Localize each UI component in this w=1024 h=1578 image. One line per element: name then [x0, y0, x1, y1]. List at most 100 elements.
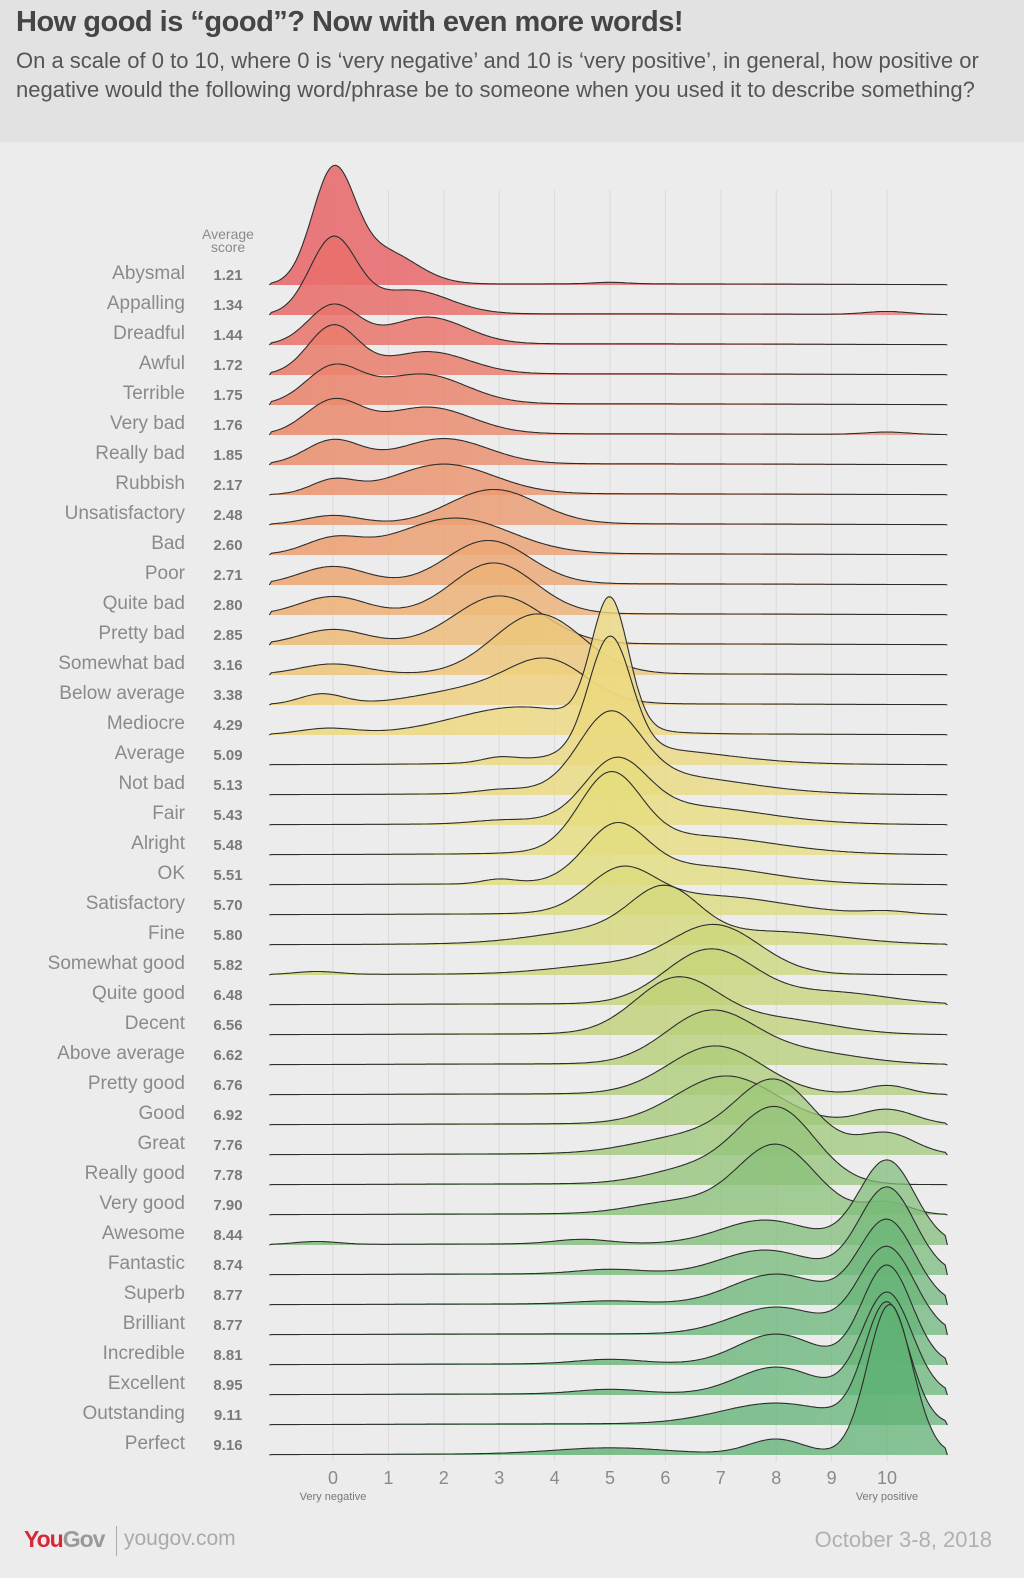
row-average-score: 1.21 [213, 267, 242, 284]
site-link[interactable]: yougov.com [124, 1527, 236, 1550]
row-word-label: Very bad [110, 413, 185, 434]
row-average-score: 8.77 [213, 1287, 242, 1304]
row-average-score: 7.78 [213, 1167, 242, 1184]
ridge-fill [269, 464, 948, 495]
ridge-abysmal [268, 164, 948, 286]
ridge-line [269, 1143, 948, 1216]
row-average-score: 8.74 [213, 1257, 243, 1274]
ridge-decent [269, 976, 948, 1036]
ridge-very-good [269, 1143, 948, 1216]
x-tick-label: 8 [771, 1468, 781, 1488]
row-average-score: 7.76 [213, 1137, 242, 1154]
chart-title: How good is “good”? Now with even more w… [16, 6, 684, 38]
logo-gov: Gov [62, 1526, 106, 1552]
ridge-satisfactory [269, 865, 948, 916]
ridge-really-bad [268, 438, 948, 466]
x-tick-label: 0 [328, 1468, 338, 1488]
ridge-perfect [269, 1303, 948, 1456]
ridge-fill [269, 324, 948, 375]
ridge-awful [268, 324, 948, 376]
ridge-terrible [268, 363, 948, 406]
score-header-line1: Average [202, 226, 254, 242]
ridge-line [268, 397, 948, 436]
x-tick-label: 6 [660, 1468, 670, 1488]
ridge-line [269, 710, 948, 796]
header: How good is “good”? Now with even more w… [0, 0, 1024, 142]
row-average-score: 2.17 [213, 477, 242, 494]
ridge-line [269, 865, 948, 916]
ridge-fill [269, 304, 948, 345]
row-word-label: Satisfactory [86, 893, 186, 914]
ridge-line [268, 303, 948, 346]
ridge-fill [269, 1009, 948, 1065]
ridge-brilliant [269, 1245, 948, 1336]
row-average-score: 9.11 [214, 1407, 242, 1424]
row-word-label: Quite good [92, 983, 185, 1004]
ridge-rubbish [269, 463, 948, 496]
ridge-ok [269, 821, 948, 886]
ridge-fill [269, 710, 948, 795]
ridge-line [269, 756, 948, 826]
ridge-fill [269, 438, 948, 465]
ridge-line [269, 1186, 948, 1276]
row-word-label: Outstanding [83, 1403, 185, 1424]
row-average-score: 6.56 [213, 1017, 242, 1034]
ridge-average [269, 635, 948, 766]
ridge-fill [269, 1045, 948, 1095]
row-word-label: Really good [85, 1163, 185, 1184]
ridge-very-bad [268, 397, 948, 436]
row-average-score: 3.16 [213, 657, 242, 674]
ridge-dreadful [268, 303, 948, 346]
ridge-fill [269, 1304, 948, 1455]
ridge-line [269, 1075, 948, 1126]
row-word-label: OK [158, 863, 186, 884]
ridge-line [269, 948, 948, 1006]
x-tick-label: 1 [383, 1468, 393, 1488]
x-axis-high-label: Very positive [856, 1491, 918, 1503]
x-tick-label: 5 [605, 1468, 615, 1488]
row-word-label: Incredible [103, 1343, 185, 1364]
ridge-fill [269, 771, 948, 855]
footer-divider [116, 1526, 117, 1556]
ridge-fill [269, 1292, 948, 1395]
x-tick-label: 3 [494, 1468, 504, 1488]
ridge-line [269, 1045, 948, 1096]
row-average-score: 2.80 [213, 597, 242, 614]
ridge-excellent [269, 1291, 948, 1396]
ridge-poor [268, 539, 948, 586]
row-average-score: 5.09 [213, 747, 242, 764]
chart-subtitle: On a scale of 0 to 10, where 0 is ‘very … [16, 48, 979, 102]
ridge-not-bad [269, 710, 948, 796]
row-word-label: Poor [145, 563, 186, 584]
logo-you: You [24, 1526, 64, 1552]
ridge-line [268, 164, 948, 286]
ridge-line [269, 923, 948, 976]
ridge-line [268, 235, 948, 316]
row-word-label: Pretty good [88, 1073, 185, 1094]
row-average-score: 1.75 [213, 387, 242, 404]
row-word-label: Very good [99, 1193, 185, 1214]
ridge-fill [269, 636, 948, 765]
x-tick-label: 4 [550, 1468, 560, 1488]
row-word-label: Great [137, 1133, 185, 1154]
ridge-superb [269, 1218, 948, 1306]
x-tick-label: 9 [827, 1468, 837, 1488]
row-average-score: 2.71 [213, 567, 242, 584]
row-word-label: Excellent [108, 1373, 186, 1394]
ridge-line [269, 488, 948, 526]
row-average-score: 1.76 [213, 417, 242, 434]
ridge-line [269, 635, 948, 766]
ridge-fill [269, 489, 948, 525]
ridge-fill [269, 1186, 948, 1275]
row-word-label: Quite bad [103, 593, 185, 614]
ridge-line [268, 517, 948, 556]
ridge-awesome [269, 1159, 948, 1246]
row-average-score: 8.77 [213, 1317, 242, 1334]
row-average-score: 5.43 [213, 807, 242, 824]
row-average-score: 5.48 [213, 837, 242, 854]
row-word-label: Decent [125, 1013, 186, 1034]
ridge-line [269, 1301, 948, 1426]
ridge-fill [269, 1219, 948, 1305]
row-average-score: 3.38 [213, 687, 242, 704]
ridge-quite-good [269, 948, 948, 1006]
